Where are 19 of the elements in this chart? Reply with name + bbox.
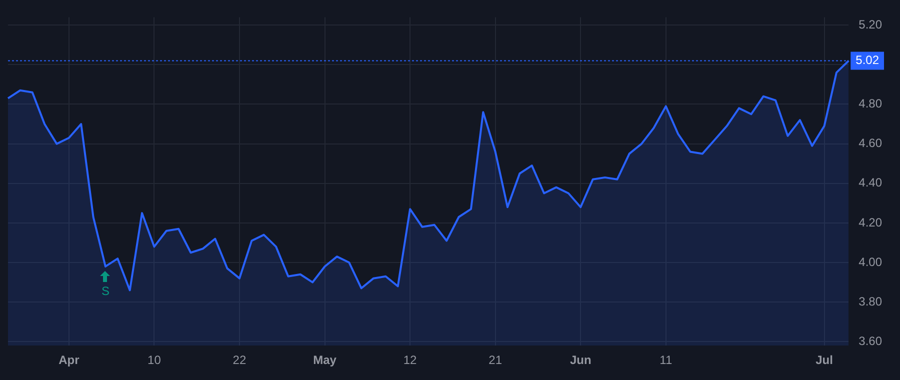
- x-tick-label: 22: [232, 353, 246, 368]
- x-tick-label: Jun: [570, 353, 592, 368]
- x-tick-label: Apr: [58, 353, 80, 368]
- x-tick-label: May: [313, 353, 337, 368]
- annotation: S: [101, 284, 110, 298]
- y-tick-label: 4.00: [858, 254, 882, 269]
- x-tick-label: 11: [660, 353, 672, 368]
- ref-line-label: 5.02: [856, 53, 880, 68]
- y-tick-label: 3.80: [858, 294, 882, 308]
- y-tick-label: 4.60: [858, 136, 882, 150]
- y-tick-label: 4.40: [858, 176, 882, 190]
- y-tick-label: 5.20: [858, 17, 882, 32]
- x-tick-label: 12: [403, 353, 418, 368]
- y-tick-label: 3.60: [858, 334, 882, 348]
- y-tick-label: 4.80: [858, 96, 882, 111]
- y-tick-label: 4.20: [858, 215, 882, 230]
- x-tick-label: 21: [488, 353, 502, 368]
- x-tick-label: Jul: [816, 353, 833, 368]
- x-tick-label: 10: [148, 353, 162, 368]
